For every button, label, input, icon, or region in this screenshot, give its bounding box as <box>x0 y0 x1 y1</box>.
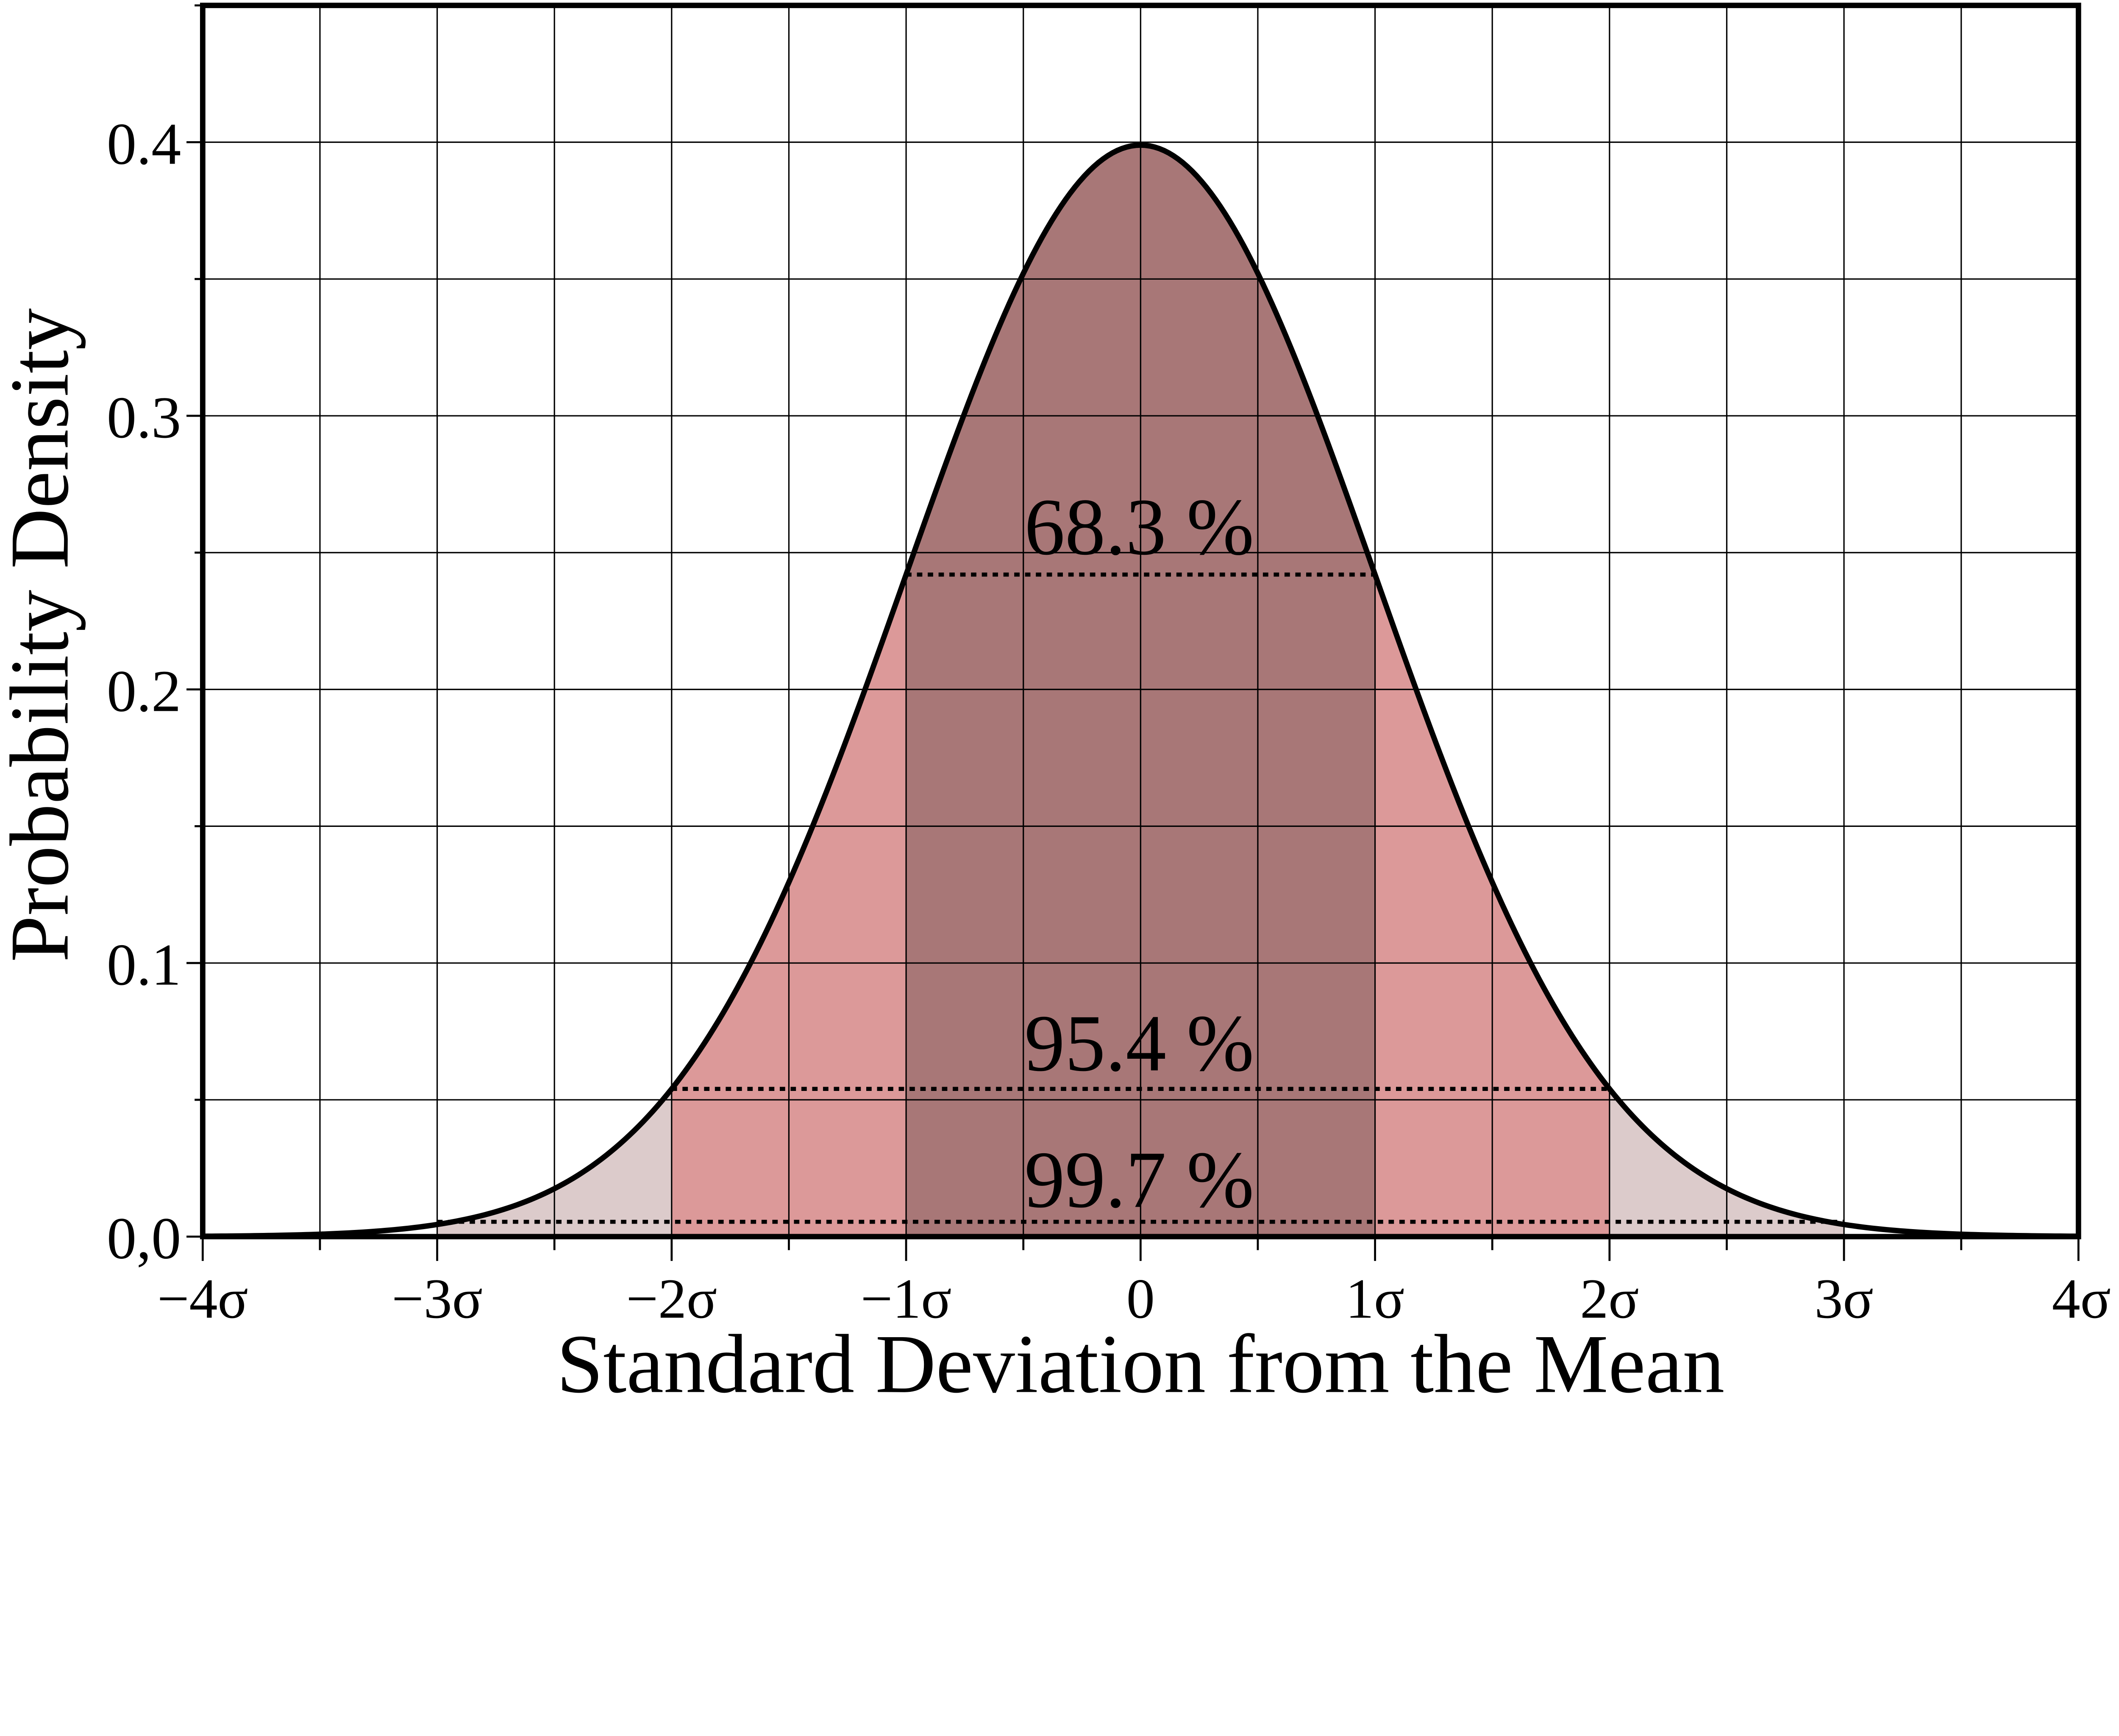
pdf-curve <box>203 142 2079 1239</box>
percent-label-3sigma: 99.7 % <box>1024 1135 1254 1225</box>
x-tick-label: 0 <box>1126 1267 1155 1330</box>
x-tick-label: −4σ <box>157 1267 248 1330</box>
y-tick-label: 0.2 <box>107 659 181 724</box>
x-tick-label: 4σ <box>2052 1267 2111 1330</box>
normal-distribution-chart: −4σ −3σ −2σ −1σ 0 1σ 2σ 3σ 4σ 0,0 0.1 0.2 0.3 0.4 68.… <box>0 3 2111 1410</box>
y-tick-label: 0.1 <box>107 932 181 998</box>
x-tick-label: 2σ <box>1580 1267 1639 1330</box>
percent-label-2sigma: 95.4 % <box>1024 999 1254 1088</box>
x-tick-label: −2σ <box>626 1267 717 1330</box>
grid <box>203 5 2079 1237</box>
annotations: 68.3 % 95.4 % 99.7 % <box>1024 482 1254 1224</box>
x-axis-label: Standard Deviation from the Mean <box>556 1317 1724 1410</box>
y-tick-label: 0,0 <box>107 1206 181 1271</box>
x-tick-label: −1σ <box>861 1267 952 1330</box>
y-tick-label: 0.4 <box>107 111 181 177</box>
x-tick-label: 1σ <box>1346 1267 1404 1330</box>
percent-lines <box>437 572 1844 1224</box>
percent-label-1sigma: 68.3 % <box>1024 482 1254 572</box>
x-tick-label: −3σ <box>392 1267 483 1330</box>
y-axis-label: Probability Density <box>0 308 86 962</box>
ticks: −4σ −3σ −2σ −1σ 0 1σ 2σ 3σ 4σ 0,0 0.1 0.2 0.3 0.4 <box>107 4 2111 1330</box>
y-tick-label: 0.3 <box>107 385 181 451</box>
x-tick-label: 3σ <box>1815 1267 1874 1330</box>
